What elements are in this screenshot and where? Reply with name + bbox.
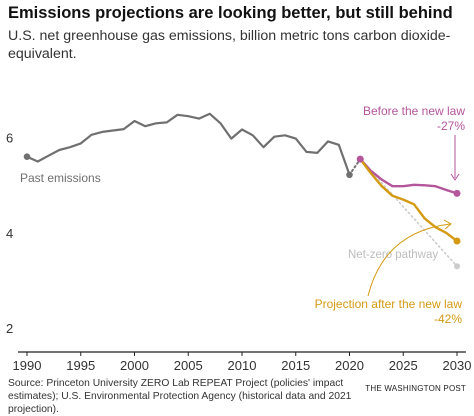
y-tick-label-6: 6: [6, 131, 13, 146]
x-tick-label-2030: 2030: [443, 358, 472, 373]
point-past-2020: [346, 171, 353, 179]
label-after-new-law-pct: -42%: [434, 312, 462, 326]
x-tick-label-2025: 2025: [389, 358, 418, 373]
arrowhead-before-new-law: [450, 173, 460, 181]
x-tick-label-1995: 1995: [66, 358, 95, 373]
x-tick-label-2015: 2015: [281, 358, 310, 373]
label-net-zero-pathway: Net-zero pathway: [348, 249, 438, 261]
series-line-before-new-law: [359, 157, 459, 195]
series-line-net-zero: [359, 158, 458, 268]
chart-title: Emissions projections are looking better…: [8, 4, 453, 22]
label-before-new-law-pct: -27%: [437, 119, 465, 133]
point-before-law-2030: [453, 189, 461, 197]
label-before-new-law: Before the new law: [363, 104, 465, 118]
label-past-emissions: Past emissions: [20, 171, 101, 185]
chart-subtitle: U.S. net greenhouse gas emissions, billi…: [8, 28, 451, 62]
label-after-new-law: Projection after the new law: [315, 297, 463, 311]
arrow-after-new-law: [367, 223, 451, 297]
point-after-law-2030: [453, 237, 461, 245]
y-tick-label-4: 4: [6, 226, 13, 241]
x-tick-label-2020: 2020: [335, 358, 364, 373]
arrowhead-after-new-law: [443, 219, 452, 230]
x-tick-label-1990: 1990: [13, 358, 42, 373]
series-line-past-emissions: [25, 112, 351, 176]
publisher-credit: THE WASHINGTON POST: [365, 384, 466, 393]
x-tick-label-2000: 2000: [120, 358, 149, 373]
y-tick-label-2: 2: [6, 321, 13, 336]
point-past-1990: [23, 153, 31, 160]
x-tick-label-2005: 2005: [174, 358, 203, 373]
point-2021-start: [356, 155, 364, 163]
x-tick-label-2010: 2010: [228, 358, 257, 373]
source-note: Source: Princeton University ZERO Lab RE…: [8, 378, 352, 415]
point-net-zero-2030: [454, 263, 460, 270]
series-line-after-new-law: [359, 157, 459, 243]
